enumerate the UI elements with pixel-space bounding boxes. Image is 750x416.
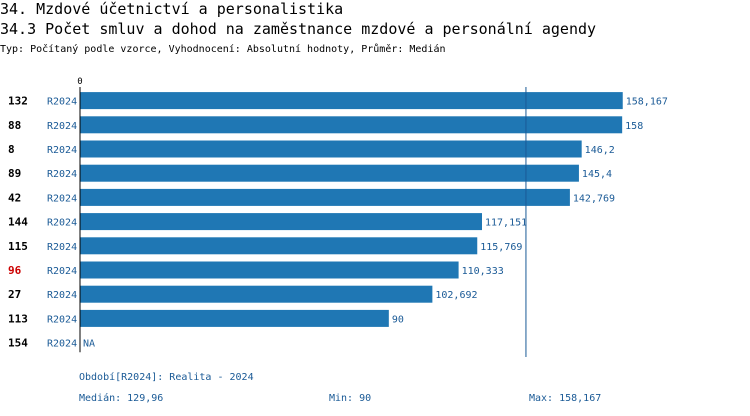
- row-period-label: R2024: [47, 218, 77, 229]
- row-period-label: R2024: [47, 193, 77, 204]
- row-id-label: 89: [8, 167, 21, 180]
- section-title: 34. Mzdové účetnictví a personalistika: [0, 0, 344, 18]
- bar: [80, 140, 582, 158]
- row-id-label: 96: [8, 264, 22, 277]
- x-tick-label: 0: [77, 77, 82, 87]
- bar: [80, 92, 623, 110]
- bar: [80, 309, 389, 327]
- row-period-label: R2024: [47, 314, 77, 325]
- max-stat: Max: 158,167: [529, 393, 602, 404]
- bar: [80, 237, 478, 255]
- bar: [80, 213, 482, 231]
- row-id-label: 8: [8, 143, 15, 156]
- row-period-label: R2024: [47, 97, 77, 108]
- bar-value-label: 110,333: [462, 266, 504, 277]
- row-id-label: 88: [8, 119, 21, 132]
- row-period-label: R2024: [47, 145, 77, 156]
- row-period-label: R2024: [47, 266, 77, 277]
- row-period-label: R2024: [47, 169, 77, 180]
- chart-title: 34.3 Počet smluv a dohod na zaměstnance …: [0, 20, 597, 38]
- bar: [80, 164, 579, 182]
- bar-value-label: NA: [83, 339, 95, 350]
- row-id-label: 42: [8, 191, 21, 204]
- row-period-label: R2024: [47, 290, 77, 301]
- bar: [80, 116, 623, 134]
- bar-value-label: 117,151: [485, 218, 527, 229]
- bar-value-label: 102,692: [435, 290, 477, 301]
- row-period-label: R2024: [47, 121, 77, 132]
- chart-subtitle: Typ: Počítaný podle vzorce, Vyhodnocení:…: [0, 44, 446, 55]
- row-id-label: 144: [8, 216, 28, 229]
- row-period-label: R2024: [47, 242, 77, 253]
- row-id-label: 115: [8, 240, 28, 253]
- bar-value-label: 115,769: [480, 242, 522, 253]
- bar-value-label: 158: [625, 121, 643, 132]
- row-id-label: 132: [8, 95, 28, 108]
- period-legend: Období[R2024]: Realita - 2024: [79, 372, 254, 383]
- bar-value-label: 146,2: [585, 145, 615, 156]
- row-id-label: 154: [8, 337, 28, 350]
- bar-value-label: 90: [392, 314, 404, 325]
- bar: [80, 261, 459, 279]
- row-id-label: 113: [8, 312, 28, 325]
- bar: [80, 188, 570, 206]
- median-stat: Medián: 129,96: [79, 393, 164, 404]
- row-period-label: R2024: [47, 339, 77, 350]
- row-id-label: 27: [8, 288, 21, 301]
- min-stat: Min: 90: [329, 393, 372, 404]
- bar-value-label: 158,167: [626, 97, 668, 108]
- bar-value-label: 145,4: [582, 169, 612, 180]
- bar: [80, 285, 433, 303]
- bar-value-label: 142,769: [573, 193, 615, 204]
